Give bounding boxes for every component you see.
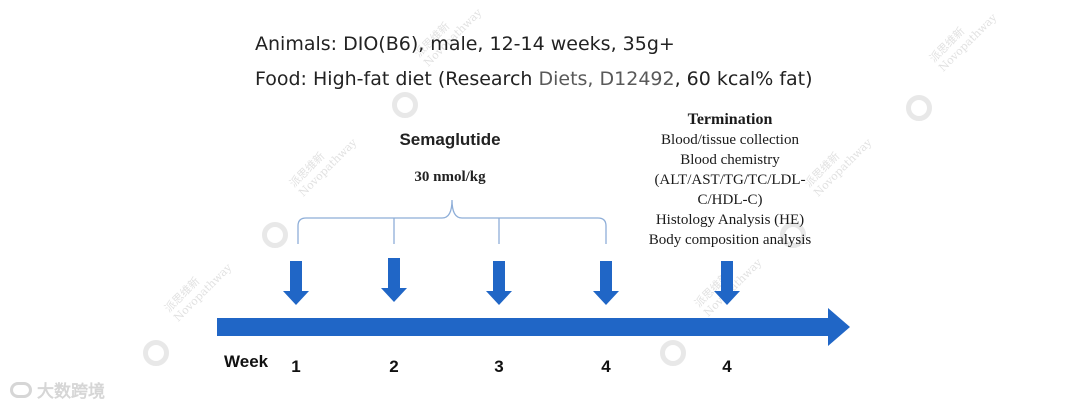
source-badge-icon [10, 381, 32, 398]
watermark-logo-icon [660, 340, 686, 366]
food-prefix: Food: High-fat diet (Research [255, 68, 539, 90]
dose-label: 30 nmol/kg [414, 169, 486, 185]
source-badge-text: 大数跨境 [37, 382, 105, 402]
watermark-logo-icon [780, 222, 806, 248]
week-number-label: 4 [601, 357, 611, 376]
food-line: Food: High-fat diet (Research Diets, D12… [255, 68, 813, 90]
week-number-label: 3 [494, 357, 503, 376]
watermark-logo-icon [906, 95, 932, 121]
food-suffix: , 60 kcal% fat) [674, 68, 813, 90]
termination-line: Blood/tissue collection [661, 132, 799, 148]
dosing-bracket [297, 199, 607, 244]
termination-line: Histology Analysis (HE) [655, 212, 805, 228]
termination-line: (ALT/AST/TG/TC/LDL- [654, 172, 806, 188]
dose-arrow-icon [283, 261, 309, 305]
termination-week-label: 4 [722, 357, 732, 376]
dose-arrow-icon [381, 258, 407, 302]
termination-block: Termination Blood/tissue collection Bloo… [620, 110, 840, 250]
dose-arrow-icon [593, 261, 619, 305]
drug-label: Semaglutide [399, 130, 501, 149]
watermark-logo-icon [262, 222, 288, 248]
animals-line: Animals: DIO(B6), male, 12-14 weeks, 35g… [255, 33, 675, 55]
termination-line: Body composition analysis [648, 232, 812, 248]
termination-title: Termination [687, 111, 773, 128]
dose-arrow-icon [486, 261, 512, 305]
source-badge: 大数跨境 [10, 377, 105, 402]
food-source: Diets, D12492 [538, 68, 675, 90]
termination-line: C/HDL-C) [697, 192, 763, 208]
timeline-arrow [217, 308, 850, 346]
week-number-label: 1 [291, 357, 300, 376]
termination-arrow-icon [714, 261, 740, 305]
watermark-logo-icon [143, 340, 169, 366]
week-axis-label: Week [224, 352, 269, 371]
watermark-logo-icon [392, 92, 418, 118]
termination-line: Blood chemistry [680, 152, 780, 168]
week-number-label: 2 [389, 357, 398, 376]
